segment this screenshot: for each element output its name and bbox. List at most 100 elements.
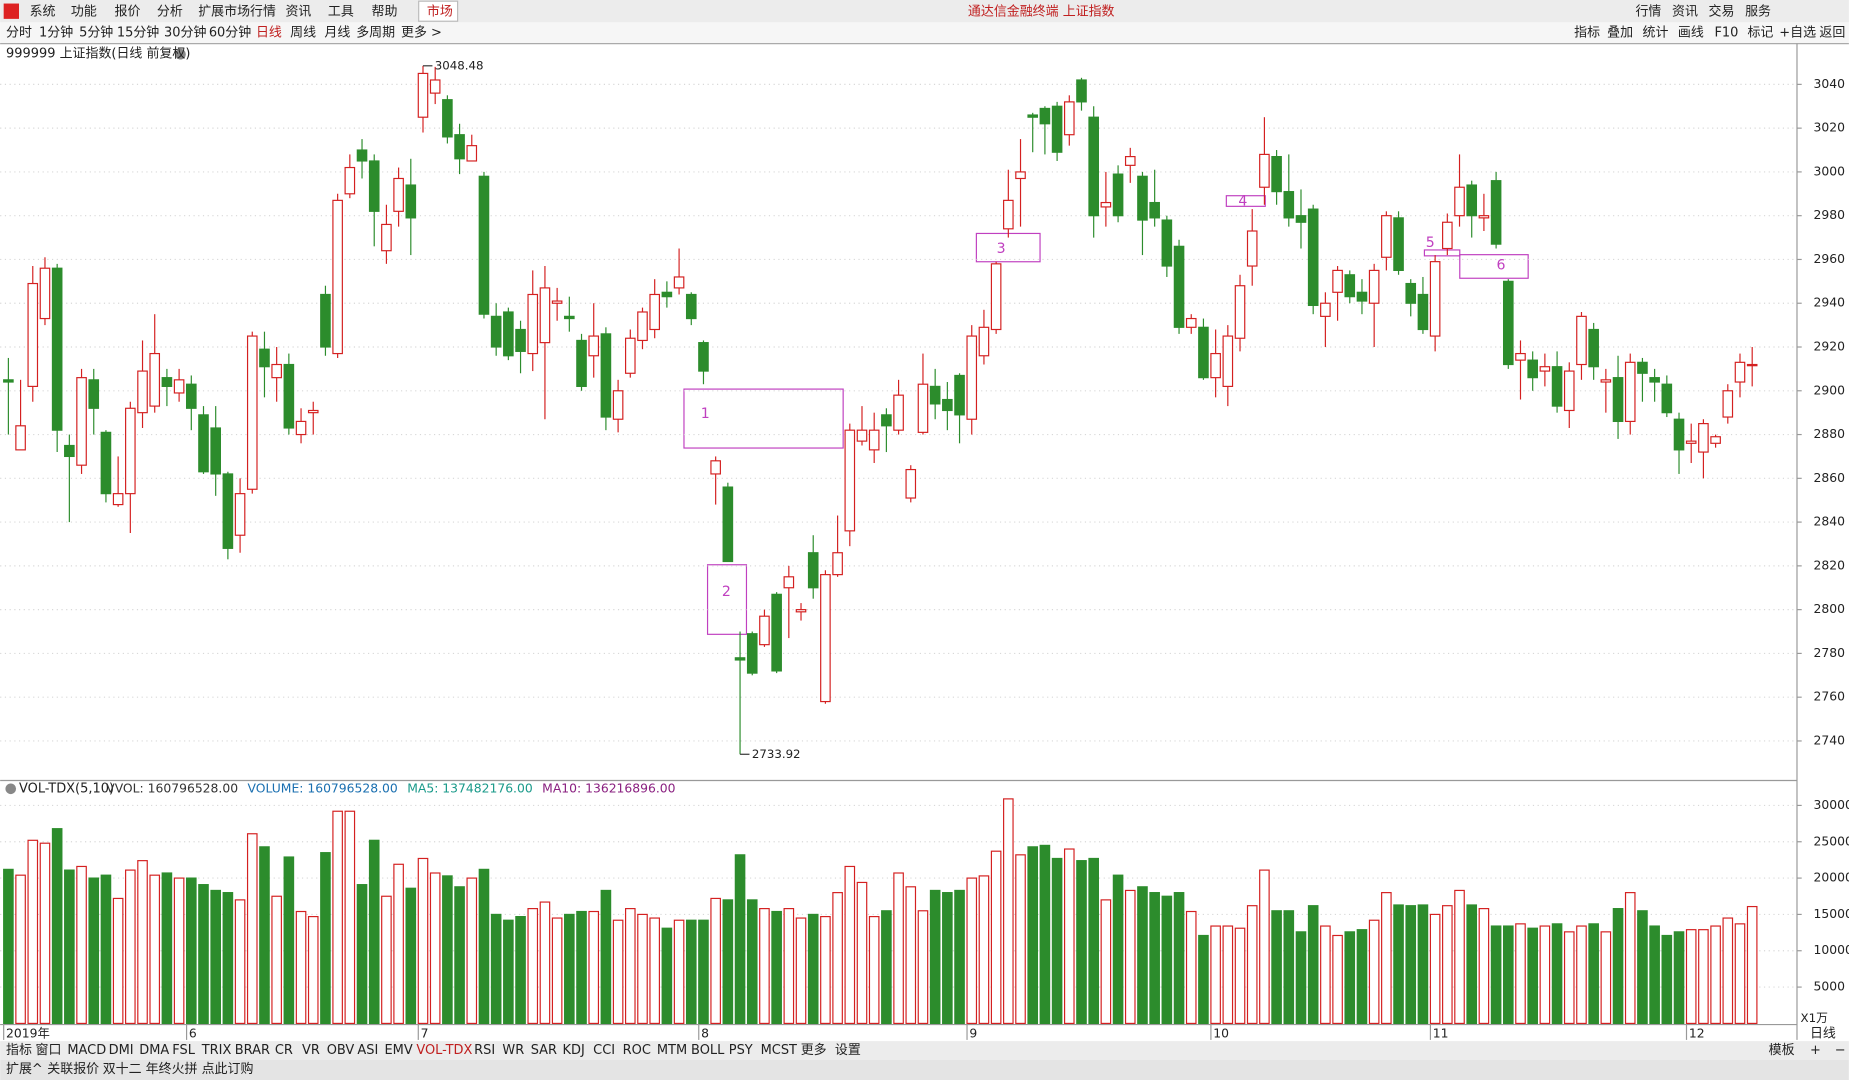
indicator-tab[interactable]: FSL: [172, 1043, 195, 1058]
indicator-tab[interactable]: ROC: [623, 1043, 651, 1058]
candle-body: [1076, 79, 1087, 103]
period-item[interactable]: 周线: [290, 26, 316, 41]
indicator-tab[interactable]: 更多: [801, 1043, 827, 1058]
candle-body: [1442, 221, 1453, 250]
indicator-tab[interactable]: 窗口: [36, 1042, 62, 1058]
tool-item[interactable]: 叠加: [1607, 26, 1633, 41]
candle-body: [771, 593, 782, 672]
period-item[interactable]: 日线: [256, 26, 282, 41]
tool-item[interactable]: 指标: [1574, 26, 1600, 41]
tool-item[interactable]: 返回: [1819, 26, 1845, 41]
status-item[interactable]: 关联报价: [47, 1062, 99, 1077]
tool-item[interactable]: 画线: [1678, 26, 1704, 41]
menu-item[interactable]: 工具: [328, 4, 354, 19]
volume-bar: [820, 916, 831, 1024]
menu-button[interactable]: 行情: [1635, 4, 1661, 19]
app-logo: [3, 3, 19, 19]
volume-bar: [722, 899, 734, 1024]
settings-icon[interactable]: [175, 48, 186, 60]
period-item[interactable]: 30分钟: [164, 25, 206, 41]
volume-bar: [1539, 925, 1551, 1024]
volume-bar: [1661, 934, 1673, 1024]
volume-bar: [1051, 857, 1063, 1024]
menu-item[interactable]: 报价: [115, 4, 141, 19]
volume-bar: [64, 869, 75, 1024]
volume-bar: [1198, 934, 1209, 1024]
indicator-tab[interactable]: OBV: [327, 1043, 355, 1058]
tool-item[interactable]: +自选: [1779, 26, 1816, 41]
period-item[interactable]: 5分钟: [79, 25, 113, 41]
indicator-tab[interactable]: DMI: [109, 1043, 134, 1058]
indicator-tab[interactable]: BRAR: [235, 1043, 270, 1058]
indicator-tab[interactable]: KDJ: [563, 1043, 585, 1058]
volume-bar: [39, 842, 51, 1024]
indicator-tab[interactable]: VR: [302, 1043, 320, 1058]
period-item[interactable]: 15分钟: [117, 25, 159, 41]
indicator-tab[interactable]: CR: [275, 1043, 293, 1058]
volume-bar: [1283, 910, 1295, 1024]
volume-bar: [539, 901, 551, 1024]
period-item[interactable]: 月线: [324, 26, 350, 41]
indicator-tab[interactable]: TRIX: [201, 1043, 232, 1058]
y-tick-label: 25000: [1813, 834, 1849, 848]
indicator-tab[interactable]: RSI: [474, 1043, 495, 1058]
annotation-box: [683, 388, 844, 449]
settings-icon[interactable]: [5, 783, 17, 795]
candle-body: [1100, 201, 1112, 208]
menu-item[interactable]: 分析: [157, 4, 183, 19]
volume-bar: [734, 854, 746, 1024]
volume-bar: [442, 875, 453, 1024]
volume-bar: [381, 895, 392, 1024]
volume-bar: [454, 886, 465, 1024]
candle-body: [1234, 285, 1246, 339]
status-item[interactable]: 扩展^: [6, 1062, 43, 1077]
candle-body: [661, 291, 673, 298]
legend-entry: VVOL: 160796528.00: [106, 781, 238, 795]
tool-item[interactable]: F10: [1714, 26, 1738, 41]
candle-body: [1600, 379, 1612, 383]
indicator-tab[interactable]: PSY: [729, 1043, 753, 1058]
indicator-tab[interactable]: ASI: [357, 1043, 378, 1058]
indicator-tab[interactable]: EMV: [385, 1043, 413, 1058]
status-item[interactable]: 双十二 年终火拼 点此订购: [103, 1061, 254, 1077]
tool-item[interactable]: 统计: [1643, 26, 1669, 41]
corner-button[interactable]: +: [1810, 1043, 1821, 1058]
indicator-tab[interactable]: MACD: [67, 1043, 106, 1058]
tool-item[interactable]: 标记: [1747, 26, 1773, 41]
corner-button[interactable]: 日线: [1810, 1027, 1836, 1042]
indicator-tab[interactable]: DMA: [139, 1043, 169, 1058]
menu-item[interactable]: 系统: [30, 4, 56, 19]
template-button[interactable]: 模板: [1769, 1043, 1795, 1058]
indicator-tab[interactable]: 设置: [835, 1043, 861, 1058]
menu-item[interactable]: 帮助: [372, 4, 398, 19]
candle-body: [710, 460, 721, 475]
period-item[interactable]: 60分钟: [209, 25, 251, 41]
indicator-tab[interactable]: 指标: [6, 1043, 32, 1058]
indicator-tab[interactable]: VOL-TDX: [416, 1043, 472, 1058]
period-item[interactable]: 分时: [6, 26, 32, 41]
candle-body: [734, 657, 746, 661]
menu-button[interactable]: 资讯: [1672, 4, 1698, 19]
period-item[interactable]: 多周期: [356, 26, 395, 41]
period-item[interactable]: 1分钟: [39, 25, 73, 41]
menu-item[interactable]: 功能: [71, 4, 97, 19]
menu-item[interactable]: 市场: [427, 3, 453, 19]
indicator-tab[interactable]: WR: [502, 1043, 524, 1058]
indicator-tab[interactable]: SAR: [531, 1043, 557, 1058]
corner-button[interactable]: −: [1835, 1043, 1846, 1058]
menu-button[interactable]: 交易: [1709, 3, 1735, 19]
period-item[interactable]: 更多 >: [401, 26, 442, 41]
volume-bar: [393, 863, 404, 1024]
candle-body: [1222, 335, 1234, 387]
indicator-tab[interactable]: MTM: [657, 1043, 687, 1058]
market-tab[interactable]: [418, 0, 459, 22]
menu-item[interactable]: 资讯: [285, 4, 311, 19]
menu-button[interactable]: 服务: [1745, 3, 1771, 19]
candle-body: [88, 379, 100, 409]
candle-body: [905, 468, 917, 499]
volume-bar: [832, 892, 843, 1024]
indicator-tab[interactable]: BOLL: [691, 1043, 725, 1058]
indicator-tab[interactable]: CCI: [593, 1043, 615, 1058]
indicator-tab[interactable]: MCST: [761, 1043, 797, 1058]
menu-item[interactable]: 扩展市场行情: [198, 3, 276, 19]
